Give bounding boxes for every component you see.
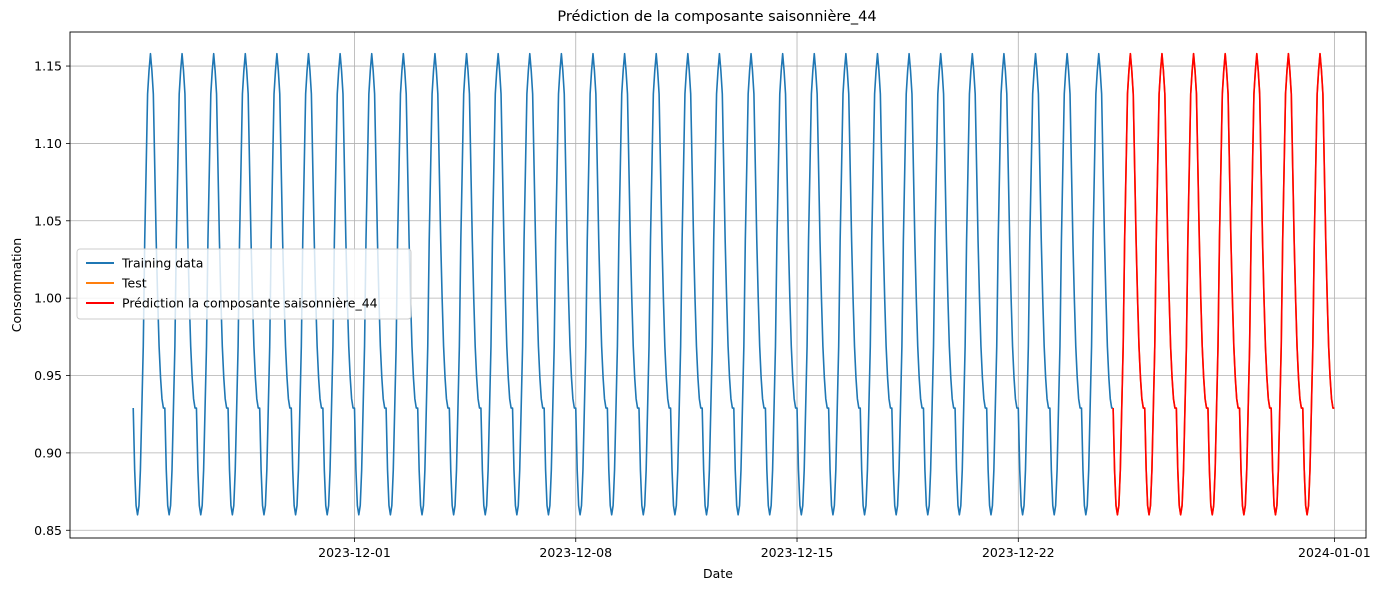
series-layer bbox=[132, 52, 1335, 516]
legend-label-test: Test bbox=[121, 276, 147, 291]
plot-frame bbox=[69, 31, 1367, 539]
y-tick-label: 1.00 bbox=[34, 291, 62, 306]
legend-frame bbox=[76, 248, 412, 320]
y-tick-label: 0.90 bbox=[34, 445, 62, 460]
x-tick-label: 2023-12-08 bbox=[539, 545, 612, 560]
x-axis-label: Date bbox=[703, 566, 733, 581]
x-tick-label: 2024-01-01 bbox=[1298, 545, 1371, 560]
x-tick-label: 2023-12-22 bbox=[982, 545, 1055, 560]
axis-layer: 2023-12-01 2023-12-08 2023-12-15 2023-12-22… bbox=[34, 59, 1371, 560]
y-tick-label: 1.10 bbox=[34, 136, 62, 151]
y-tick-label: 1.15 bbox=[34, 59, 62, 74]
y-tick-label: 0.85 bbox=[34, 523, 62, 538]
series-line-training-data bbox=[132, 52, 1114, 516]
y-axis-label: Consommation bbox=[9, 238, 24, 332]
chart-title: Prédiction de la composante saisonnière_… bbox=[557, 9, 876, 25]
legend: Training data Test Prédiction la composa… bbox=[76, 248, 412, 320]
series-line-prediction bbox=[1112, 52, 1335, 516]
legend-label-training: Training data bbox=[121, 256, 203, 271]
legend-label-prediction: Prédiction la composante saisonnière_44 bbox=[122, 296, 378, 311]
legend-item-prediction: Prédiction la composante saisonnière_44 bbox=[86, 296, 378, 311]
y-tick-label: 0.95 bbox=[34, 368, 62, 383]
grid-layer bbox=[70, 32, 1366, 538]
legend-item-training: Training data bbox=[86, 256, 203, 271]
x-tick-label: 2023-12-15 bbox=[761, 545, 834, 560]
y-tick-label: 1.05 bbox=[34, 213, 62, 228]
x-tick-label: 2023-12-01 bbox=[318, 545, 391, 560]
legend-item-test: Test bbox=[86, 276, 147, 291]
